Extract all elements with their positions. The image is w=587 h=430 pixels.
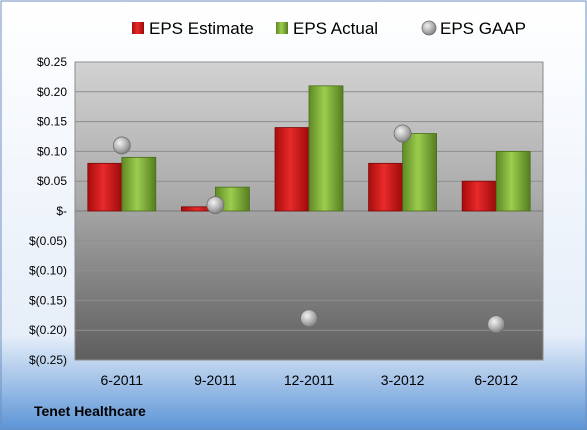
y-tick-label: $0.20 — [37, 85, 67, 99]
legend-label: EPS Actual — [293, 19, 378, 38]
eps-estimate-bar — [368, 162, 404, 212]
eps-gaap-point — [487, 315, 506, 334]
eps-estimate-bar — [274, 127, 310, 212]
y-tick-label: $(0.10) — [29, 264, 67, 278]
y-tick-label: $(0.20) — [29, 323, 67, 337]
y-tick-label: $(0.05) — [29, 234, 67, 248]
legend-eps-estimate: EPS Estimate — [132, 19, 254, 38]
eps-estimate-bar — [87, 162, 123, 212]
x-tick-label: 12-2011 — [284, 372, 335, 388]
eps-actual-bar — [308, 85, 344, 212]
legend-eps-gaap: EPS GAAP — [421, 19, 526, 38]
eps-actual-bar — [495, 150, 531, 212]
y-tick-label: $(0.15) — [29, 293, 67, 307]
gaap-points — [112, 124, 506, 334]
legend-marker — [132, 22, 144, 34]
y-tick-label: $0.15 — [37, 115, 67, 129]
legend-marker — [421, 20, 437, 36]
x-tick-label: 9-2011 — [194, 372, 237, 388]
company-name: Tenet Healthcare — [34, 403, 146, 419]
x-tick-label: 3-2012 — [381, 372, 425, 388]
eps-actual-bar — [402, 133, 438, 212]
bars — [87, 85, 531, 212]
y-tick-label: $- — [56, 204, 67, 218]
x-tick-label: 6-2012 — [474, 372, 518, 388]
legend-eps-actual: EPS Actual — [276, 19, 378, 38]
eps-gaap-point — [300, 309, 318, 328]
eps-gaap-point — [112, 136, 131, 155]
x-axis: 6-2011 9-2011 12-2011 3-2012 6-2012 — [101, 372, 519, 388]
eps-gaap-point — [393, 124, 412, 143]
y-tick-label: $0.10 — [37, 144, 67, 158]
x-tick-label: 6-2011 — [101, 372, 144, 388]
y-tick-label: $(0.25) — [29, 353, 67, 367]
legend-label: EPS GAAP — [440, 19, 526, 38]
legend-label: EPS Estimate — [149, 19, 254, 38]
eps-estimate-bar — [461, 180, 497, 212]
legend-marker — [276, 22, 288, 34]
legend: EPS Estimate EPS Actual EPS GAAP — [132, 19, 526, 38]
y-axis: $0.25 $0.20 $0.15 $0.10 $0.05 $- $(0.05) $(0.10… — [29, 55, 67, 367]
y-tick-label: $0.25 — [37, 55, 67, 69]
eps-actual-bar — [121, 156, 157, 212]
eps-gaap-point — [206, 196, 225, 214]
y-tick-label: $0.05 — [37, 174, 67, 188]
